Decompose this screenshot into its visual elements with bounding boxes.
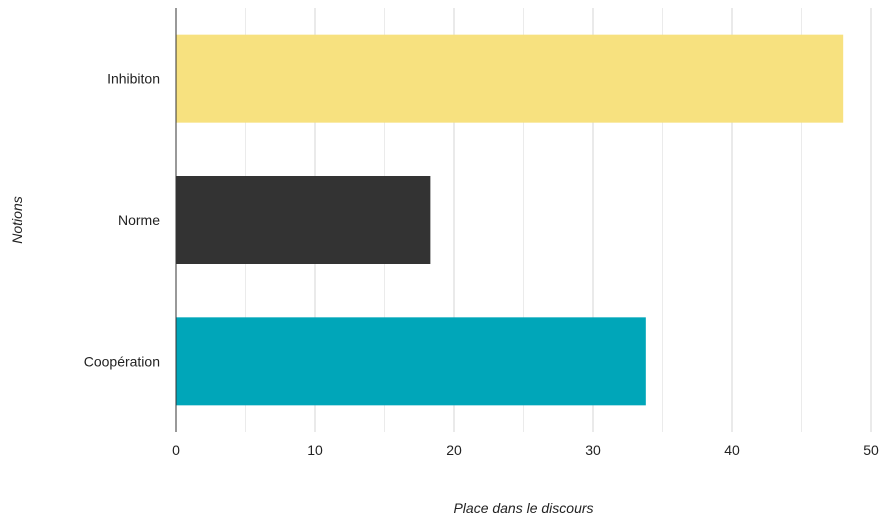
bar-inhibiton bbox=[176, 34, 844, 123]
y-category-label: Coopération bbox=[84, 353, 160, 369]
y-axis-categories: Inhibiton Norme Coopération bbox=[84, 71, 160, 370]
bars bbox=[176, 34, 844, 406]
x-tick-label: 0 bbox=[172, 442, 180, 458]
bar-norme bbox=[176, 176, 431, 264]
x-axis-ticks: 0 10 20 30 40 50 bbox=[172, 442, 879, 458]
x-tick-label: 30 bbox=[585, 442, 601, 458]
y-axis-title: Notions bbox=[9, 196, 25, 243]
y-category-label: Inhibiton bbox=[107, 71, 160, 87]
x-tick-label: 50 bbox=[863, 442, 879, 458]
x-tick-label: 10 bbox=[307, 442, 323, 458]
x-axis-title: Place dans le discours bbox=[453, 500, 593, 516]
x-tick-label: 20 bbox=[446, 442, 462, 458]
bar-coop-ration bbox=[176, 317, 646, 406]
y-category-label: Norme bbox=[118, 212, 160, 228]
x-tick-label: 40 bbox=[724, 442, 740, 458]
